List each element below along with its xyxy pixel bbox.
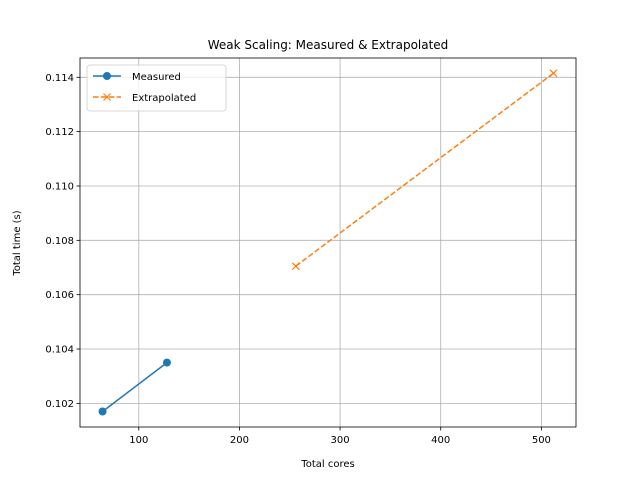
x-tick-label: 200: [230, 435, 249, 446]
chart-title: Weak Scaling: Measured & Extrapolated: [208, 38, 449, 52]
x-tick-label: 500: [532, 435, 551, 446]
y-tick-label: 0.108: [45, 236, 74, 247]
x-marker-stroke: [549, 69, 558, 78]
x-marker-stroke: [103, 93, 111, 101]
data-point-marker: [162, 358, 171, 367]
grid: [80, 58, 576, 427]
legend-label-0: Measured: [132, 72, 181, 83]
legend-marker-1: [103, 93, 111, 101]
legend-label-1: Extrapolated: [132, 93, 196, 104]
series-layer: [98, 69, 558, 416]
y-tick-label: 0.104: [45, 345, 74, 356]
legend-box: [86, 64, 227, 112]
legend: Measured Extrapolated: [86, 64, 227, 112]
y-tick-label: 0.110: [45, 181, 74, 192]
y-axis-ticks: 0.102 0.104 0.106 0.108 0.110 0.112 0.114: [45, 73, 80, 410]
y-tick-label: 0.114: [45, 73, 74, 84]
x-axis-label: Total cores: [300, 459, 354, 470]
x-tick-label: 300: [331, 435, 350, 446]
x-tick-label: 100: [129, 435, 148, 446]
y-tick-label: 0.102: [45, 399, 74, 410]
data-point-marker: [549, 69, 558, 78]
series-line-1: [295, 72, 554, 267]
legend-marker-0: [103, 72, 111, 80]
x-tick-label: 400: [431, 435, 450, 446]
x-axis-ticks: 100 200 300 400 500: [129, 427, 551, 446]
x-marker-stroke: [291, 262, 300, 271]
data-point-marker: [98, 407, 107, 416]
y-tick-label: 0.112: [45, 127, 74, 138]
y-axis-label: Total time (s): [12, 210, 23, 276]
plot-area-frame: [79, 57, 577, 428]
series-line-0: [102, 362, 168, 413]
data-point-marker: [291, 262, 300, 271]
y-tick-label: 0.106: [45, 290, 74, 301]
